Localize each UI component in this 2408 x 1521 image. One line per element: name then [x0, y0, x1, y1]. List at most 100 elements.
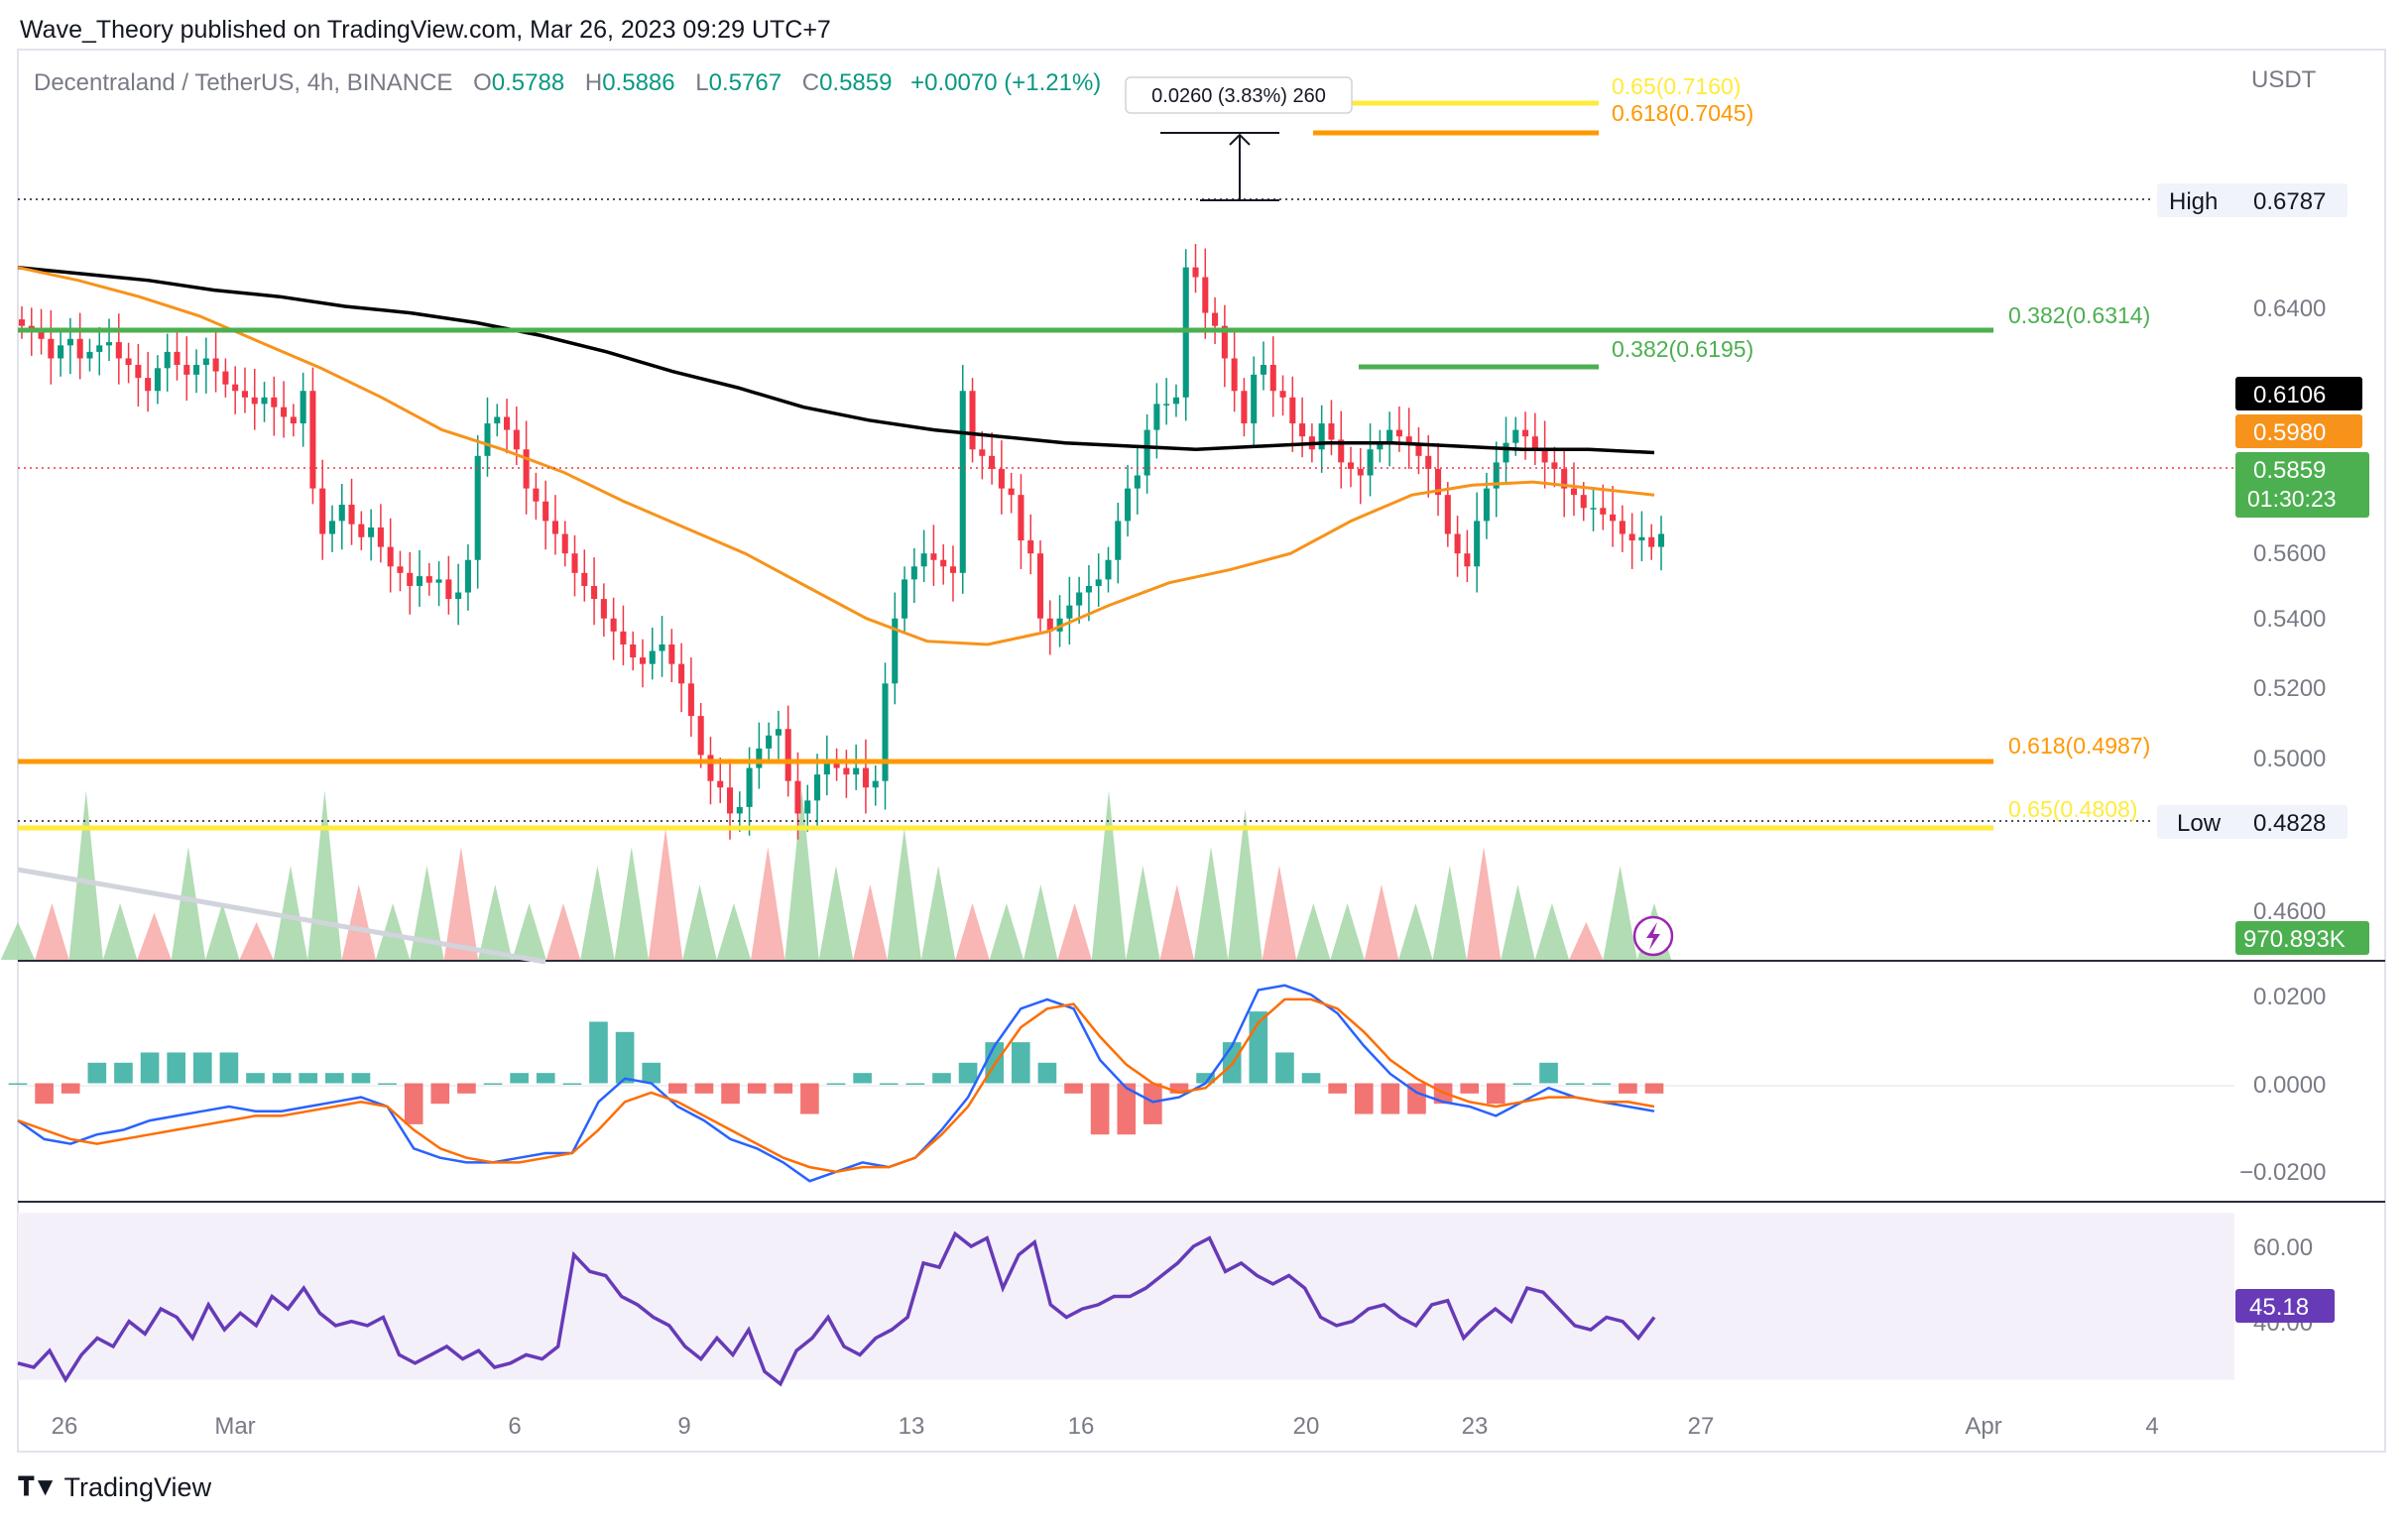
- macd-hist-bar: [1592, 1083, 1612, 1085]
- low-value-legend: 0.5767: [708, 69, 783, 96]
- macd-hist-bar: [1011, 1042, 1030, 1084]
- volume-bar: [716, 903, 752, 960]
- candle-body: [1153, 404, 1160, 430]
- time-tick: 27: [1688, 1413, 1715, 1440]
- volume-bar: [512, 903, 546, 960]
- volume-bar: [1091, 790, 1127, 960]
- volume-bar: [1432, 866, 1467, 960]
- candle-body: [969, 391, 976, 450]
- symbol-legend[interactable]: Decentraland / TetherUS, 4h, BINANCE O0.…: [34, 69, 1101, 97]
- volume-bar: [410, 866, 444, 960]
- candle-body: [668, 644, 675, 664]
- macd-hist-bar: [1117, 1083, 1137, 1135]
- candle-body: [1115, 521, 1122, 560]
- candle-body: [833, 761, 840, 768]
- volume-bar: [1057, 903, 1092, 960]
- candle-body: [979, 449, 986, 456]
- chart-frame: [17, 49, 2386, 1453]
- volume-bar: [1296, 903, 1331, 960]
- candle-body: [271, 397, 278, 408]
- candle-body: [251, 397, 258, 405]
- ma200-price-badge: [2235, 377, 2362, 410]
- candle-body: [998, 468, 1005, 489]
- close-key: C: [801, 69, 820, 96]
- macd-hist-bar: [1090, 1083, 1110, 1135]
- macd-hist-bar: [642, 1062, 662, 1084]
- macd-hist-bar: [246, 1073, 265, 1084]
- candle-body: [66, 338, 73, 346]
- tradingview-logo-icon: 𝐓▼: [18, 1471, 59, 1501]
- macd-hist-bar: [483, 1083, 503, 1085]
- ema50-price-badge: [2235, 414, 2362, 448]
- macd-hist-bar: [879, 1083, 899, 1085]
- candle-body: [1464, 553, 1471, 567]
- candle-body: [1367, 449, 1374, 476]
- macd-hist-bar: [351, 1073, 371, 1084]
- volume-bar: [1466, 847, 1502, 960]
- volume-bar: [443, 847, 479, 960]
- volume-bar: [1262, 866, 1297, 960]
- time-tick: 23: [1462, 1413, 1489, 1440]
- candle-body: [678, 663, 685, 684]
- volume-bar: [341, 884, 376, 960]
- candle-body: [697, 716, 704, 756]
- time-tick: 16: [1068, 1413, 1095, 1440]
- candle-body: [659, 644, 665, 651]
- macd-hist-bar: [589, 1021, 608, 1084]
- candle-body: [241, 391, 248, 398]
- candle-body: [1493, 462, 1500, 489]
- macd-hist-bar: [140, 1052, 160, 1084]
- volume-bar: [35, 903, 69, 960]
- candle-body: [76, 338, 83, 359]
- candle-body: [58, 345, 64, 359]
- candle-body: [784, 729, 791, 781]
- candle-body: [232, 384, 239, 392]
- candle-body: [1522, 429, 1529, 437]
- candle-body: [48, 338, 55, 359]
- ema50-price-value: 0.5980: [2253, 419, 2326, 446]
- candle-body: [1638, 536, 1645, 541]
- candle-countdown: 01:30:23: [2247, 486, 2337, 512]
- time-axis[interactable]: 26 Mar 6 9 13 16 20 23 27 Apr 4: [52, 1413, 2159, 1440]
- macd-hist-bar: [325, 1073, 344, 1084]
- candle-body: [600, 599, 607, 619]
- symbol-name: Decentraland / TetherUS, 4h, BINANCE: [34, 69, 453, 96]
- macd-hist-bar: [694, 1083, 714, 1094]
- candle-body: [1590, 508, 1597, 510]
- level-label-0.382-short: 0.382(0.6195): [1612, 336, 1753, 362]
- candle-body: [1095, 579, 1102, 586]
- candle-body: [1425, 455, 1432, 469]
- low-value: 0.4828: [2253, 810, 2326, 837]
- measure-tool[interactable]: 0.0260 (3.83%) 260: [1125, 76, 1353, 201]
- volume-bar: [580, 866, 615, 960]
- candle-body: [542, 501, 549, 522]
- volume-bar: [1228, 809, 1263, 960]
- candle-body: [853, 767, 860, 775]
- candle-body: [1561, 468, 1568, 489]
- macd-hist-bar: [1169, 1083, 1189, 1094]
- candle-body: [920, 553, 927, 567]
- volume-bar: [784, 790, 819, 960]
- candle-body: [174, 351, 181, 366]
- macd-hist-bar: [958, 1062, 978, 1084]
- candle-body: [717, 780, 724, 788]
- tradingview-logo[interactable]: 𝐓▼ TradingView: [18, 1471, 211, 1503]
- lightning-icon[interactable]: [1632, 915, 1674, 957]
- candle-body: [1347, 462, 1355, 469]
- time-tick: Apr: [1965, 1413, 2001, 1440]
- candle-body: [794, 780, 801, 814]
- candle-body: [1241, 391, 1248, 424]
- time-tick: 9: [677, 1413, 690, 1440]
- macd-hist-bar: [774, 1083, 793, 1094]
- candle-body: [1415, 442, 1422, 456]
- candle-body: [18, 319, 26, 326]
- tradingview-brand: TradingView: [63, 1471, 212, 1502]
- price-tick: 0.5200: [2253, 675, 2326, 702]
- volume-bar: [1023, 884, 1058, 960]
- candle-body: [368, 526, 375, 537]
- volume-bar: [1330, 903, 1365, 960]
- macd-axis[interactable]: 0.0200 0.0000 −0.0200: [2239, 984, 2326, 1186]
- measure-label: 0.0260 (3.83%) 260: [1151, 85, 1326, 107]
- price-axis[interactable]: 0.6400 0.5600 0.5400 0.5200 0.5000 0.460…: [2253, 295, 2326, 925]
